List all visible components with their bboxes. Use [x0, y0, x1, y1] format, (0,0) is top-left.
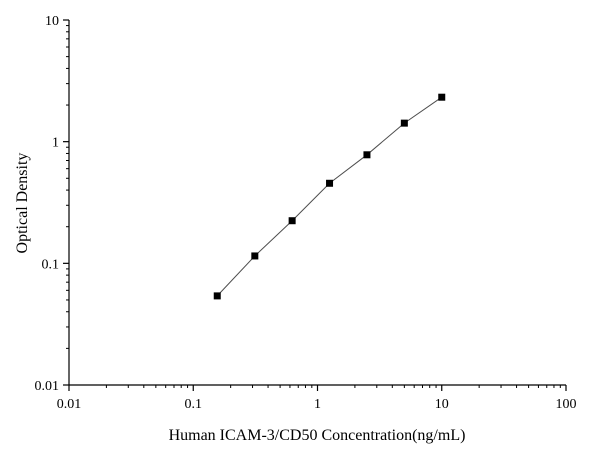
data-point	[251, 252, 259, 260]
series-line	[216, 96, 443, 297]
data-point	[288, 217, 296, 225]
x-axis-title: Human ICAM-3/CD50 Concentration(ng/mL)	[169, 427, 466, 444]
data-point	[213, 292, 221, 300]
y-axis-title: Optical Density	[14, 153, 31, 254]
data-point	[363, 151, 371, 159]
x-tick-label: 1	[314, 397, 321, 412]
y-tick-label: 1	[52, 136, 59, 151]
x-tick-label: 0.1	[185, 397, 203, 412]
y-tick-label: 10	[45, 14, 59, 29]
y-tick-label: 0.1	[42, 257, 60, 272]
x-tick-label: 0.01	[57, 397, 82, 412]
data-point	[326, 179, 334, 187]
y-tick-label: 0.01	[35, 379, 60, 394]
data-point	[400, 119, 408, 127]
x-tick-label: 100	[556, 397, 577, 412]
series-group	[213, 93, 446, 300]
data-point	[438, 93, 446, 101]
axes: 0.01 0.1 1 10 100 0.01 0.1 1 10	[35, 14, 577, 412]
x-tick-label: 10	[435, 397, 449, 412]
